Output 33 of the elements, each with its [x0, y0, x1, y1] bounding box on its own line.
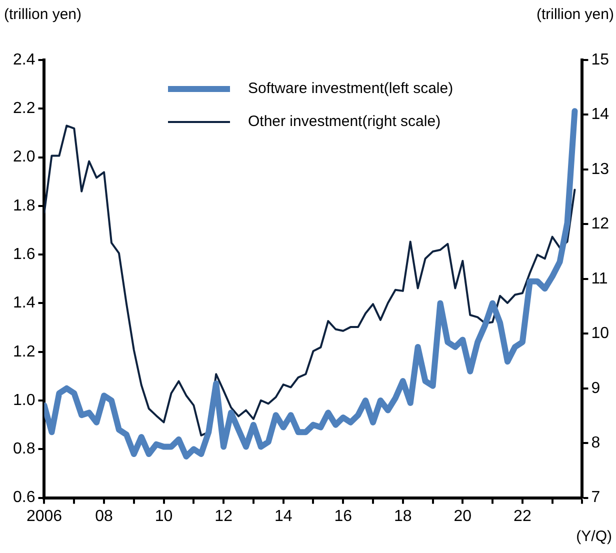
y2-tick-label: 14 — [591, 106, 610, 124]
x-tick-label: 08 — [95, 508, 114, 525]
x-axis-title: (Y/Q) — [576, 528, 612, 545]
y-tick-label: 2.4 — [12, 51, 36, 68]
x-tick-label: 12 — [214, 508, 233, 525]
x-tick-label: 2006 — [26, 508, 62, 525]
y-tick-label: 1.6 — [12, 246, 36, 263]
y2-tick-label: 8 — [591, 434, 600, 452]
y2-tick-label: 10 — [591, 325, 610, 342]
y-axis-title: (trillion yen) — [4, 6, 82, 23]
y2-tick-label: 15 — [591, 51, 610, 68]
x-tick-label: 16 — [334, 508, 352, 525]
y-tick-label: 1.4 — [12, 294, 36, 312]
x-tick-label: 20 — [454, 508, 472, 525]
y-tick-label: 0.8 — [12, 440, 36, 458]
legend-label: Other investment(right scale) — [248, 113, 441, 130]
y2-tick-label: 11 — [591, 270, 608, 288]
legend-label: Software investment(left scale) — [248, 80, 454, 97]
y-tick-label: 2.2 — [12, 100, 36, 118]
x-tick-label: 10 — [154, 508, 173, 525]
y-tick-label: 1.8 — [12, 197, 36, 214]
y2-tick-label: 9 — [591, 380, 600, 397]
y2-tick-label: 13 — [591, 160, 610, 178]
y-tick-label: 1.0 — [12, 392, 36, 409]
y2-tick-label: 12 — [591, 216, 610, 233]
y-tick-label: 1.2 — [12, 343, 36, 360]
y-tick-label: 2.0 — [12, 148, 36, 166]
y-tick-label: 0.6 — [12, 489, 36, 506]
y2-tick-label: 7 — [591, 489, 600, 506]
y2-axis-title: (trillion yen) — [536, 6, 614, 23]
x-tick-label: 22 — [514, 508, 532, 525]
x-tick-label: 14 — [274, 508, 292, 525]
x-tick-label: 18 — [394, 508, 412, 525]
